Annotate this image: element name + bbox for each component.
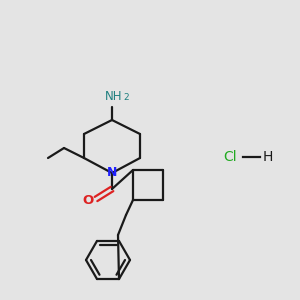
Text: 2: 2 xyxy=(123,92,129,101)
Text: H: H xyxy=(263,150,273,164)
Text: N: N xyxy=(107,167,117,179)
Text: O: O xyxy=(82,194,94,208)
Text: Cl: Cl xyxy=(223,150,237,164)
Text: NH: NH xyxy=(105,91,123,103)
